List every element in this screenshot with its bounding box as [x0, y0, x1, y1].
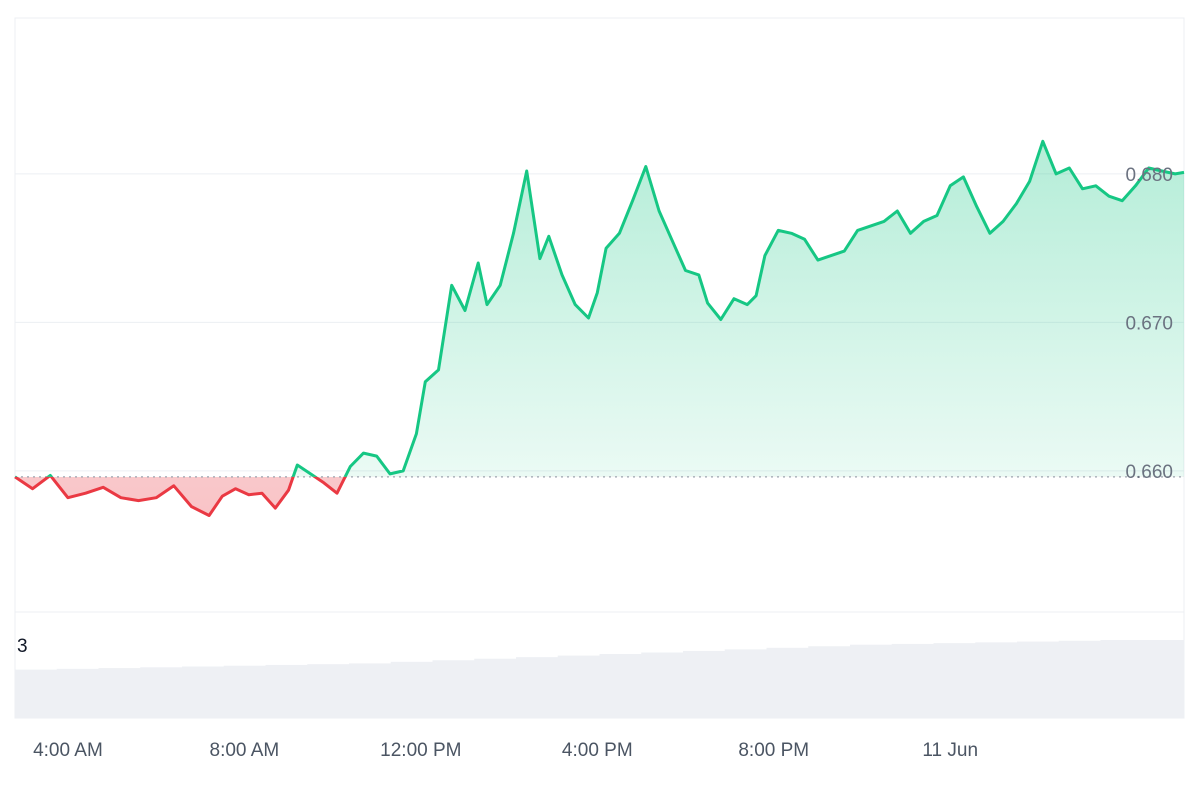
- y-axis-ticks: 0.660 0.670 0.680: [1125, 165, 1173, 483]
- volume-bar: [641, 652, 684, 718]
- price-line-down: [14, 476, 347, 517]
- volume-bar: [1100, 640, 1143, 718]
- volume-bar: [1142, 640, 1185, 718]
- volume-bar: [891, 643, 934, 718]
- volume-bar: [349, 663, 392, 718]
- volume-bar: [474, 658, 517, 718]
- volume-bar: [307, 664, 350, 718]
- x-tick-label: 4:00 PM: [562, 740, 633, 761]
- price-line-up: [15, 139, 1185, 477]
- volume-bar: [15, 669, 58, 718]
- volume-bar: [432, 660, 475, 718]
- x-tick-label: 8:00 AM: [210, 740, 280, 761]
- price-line: [14, 139, 1185, 517]
- price-area-down: [15, 476, 1184, 516]
- x-tick-label: 4:00 AM: [33, 740, 103, 761]
- volume-bar: [390, 661, 433, 718]
- volume-bar: [516, 657, 559, 718]
- y-tick-label: 0.670: [1125, 313, 1173, 334]
- volume-bar: [1017, 641, 1060, 718]
- volume-bar: [599, 654, 642, 718]
- volume-bar: [182, 666, 225, 718]
- price-area-up: [48, 141, 1184, 477]
- volume-bar: [140, 667, 183, 718]
- volume-bar: [933, 643, 976, 718]
- volume-bar: [223, 665, 266, 718]
- volume-bar: [766, 647, 809, 718]
- y-tick-label: 0.660: [1125, 462, 1173, 483]
- volume-bar: [56, 668, 99, 718]
- x-axis-ticks: 4:00 AM 8:00 AM 12:00 PM 4:00 PM 8:00 PM 11 J…: [33, 740, 978, 761]
- volume-bar: [850, 644, 893, 718]
- volume-bar: [265, 664, 308, 718]
- volume-bar: [1058, 640, 1101, 718]
- x-tick-label: 8:00 PM: [738, 740, 809, 761]
- volume-bar: [808, 646, 851, 718]
- y-tick-label: 0.680: [1125, 165, 1173, 186]
- volume-bars: [15, 640, 1185, 718]
- volume-bar: [557, 655, 600, 718]
- price-area: [15, 141, 1184, 516]
- volume-bar: [98, 668, 141, 718]
- x-tick-label: 12:00 PM: [380, 740, 461, 761]
- volume-bar: [975, 642, 1018, 718]
- volume-scale-label: 3: [17, 636, 28, 657]
- x-tick-label: 11 Jun: [922, 740, 978, 761]
- volume-bar: [683, 650, 726, 718]
- volume-bar: [724, 649, 767, 718]
